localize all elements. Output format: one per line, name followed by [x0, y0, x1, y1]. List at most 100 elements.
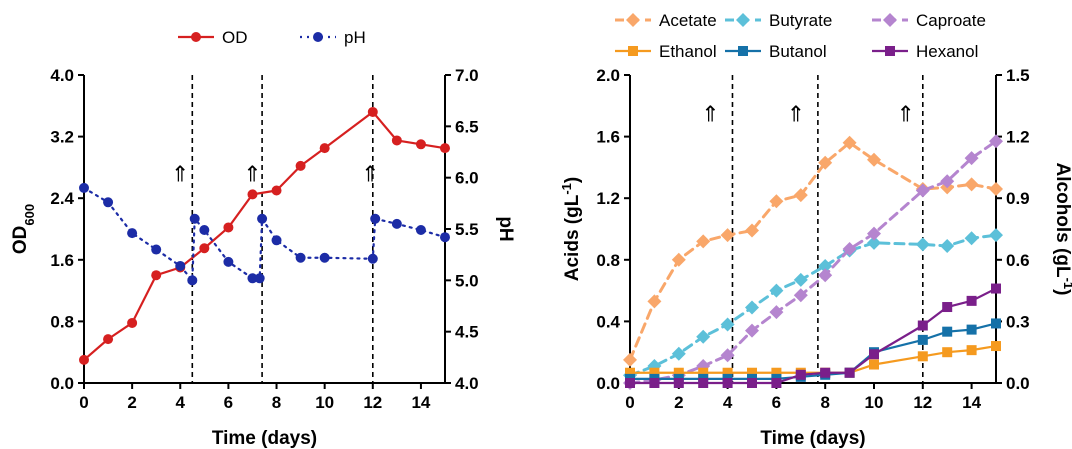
right-y-axis-title-sup: -1 [1062, 278, 1072, 290]
data-point-hexanol [771, 378, 782, 388]
legend-item-butanol: Butanol [725, 42, 827, 61]
data-point-ph [127, 228, 138, 239]
legend-item-butyrate: Butyrate [725, 11, 832, 30]
feeding-arrow: ⇑ [787, 103, 805, 128]
series-line-od [82, 110, 447, 361]
x-axis-title: Time (days) [212, 428, 317, 449]
left-y-tick-label: 3.2 [50, 128, 74, 147]
right-y-axis-title-main: pH [495, 216, 516, 241]
right-y-tick-label: 0.0 [1006, 374, 1030, 393]
legend-label-butanol: Butanol [769, 42, 827, 61]
data-point-hexanol [991, 283, 1001, 294]
left-y-axis-title-main: OD [10, 226, 31, 255]
left-y-tick-label: 1.2 [596, 189, 620, 208]
data-point-ph [271, 235, 282, 246]
legend-item-ph: pH [300, 28, 366, 47]
data-point-hexanol [942, 302, 953, 313]
data-point-butyrate [793, 272, 808, 287]
data-point-acetate [647, 294, 662, 309]
right-y-tick-label: 6.0 [455, 169, 479, 188]
feeding-arrow: ⇑ [243, 163, 261, 188]
data-point-butyrate [745, 300, 759, 315]
data-point-acetate [867, 152, 881, 167]
data-point-ethanol [771, 367, 782, 378]
x-tick-label: 14 [962, 393, 981, 412]
right-y-tick-label: 6.5 [455, 117, 479, 136]
left-y-tick-label: 0.8 [50, 312, 74, 331]
data-point-caproate [745, 323, 759, 338]
left-y-tick-label: 1.6 [596, 128, 620, 147]
data-point-ph [367, 253, 378, 264]
x-tick-label: 10 [865, 393, 884, 412]
data-point-ph [189, 213, 200, 224]
data-point-ethanol [625, 367, 635, 378]
left-y-tick-label: 0.0 [596, 374, 620, 393]
right-y-tick-label: 5.0 [455, 271, 479, 290]
data-point-butyrate [940, 238, 955, 253]
right-y-tick-label: 0.9 [1006, 189, 1030, 208]
right-y-tick-label: 1.5 [1006, 66, 1030, 85]
series-line-ph [82, 186, 447, 282]
data-point-od [199, 243, 210, 254]
legend-marker-ethanol [628, 46, 638, 56]
left-y-axis-title-sup: -1 [559, 183, 574, 195]
data-point-od [103, 334, 114, 345]
series-ethanol [625, 341, 1001, 378]
x-axis-title: Time (days) [760, 428, 865, 449]
data-point-caproate [867, 226, 881, 241]
legend-marker-butanol [738, 46, 748, 56]
left-y-axis-title: OD600 [10, 204, 37, 254]
data-point-ph [319, 252, 330, 263]
data-point-butyrate [671, 346, 686, 361]
right-y-tick-label: 7.0 [455, 66, 479, 85]
x-tick-label: 2 [674, 393, 683, 412]
left-y-axis-title-close: ) [562, 177, 583, 183]
data-point-butanol [942, 326, 953, 337]
feeding-arrow: ⇑ [171, 163, 189, 188]
panel-acids-alcohols: 0 2 4 6 8 10 12 14 Time (days) 0.0 0.4 0.8 1.2 1.6 2.0… [559, 11, 1072, 449]
left-y-tick-label: 1.6 [50, 251, 74, 270]
legend-marker-caproate [883, 13, 897, 27]
data-point-od [151, 270, 162, 281]
data-point-hexanol [869, 349, 879, 360]
data-point-hexanol [722, 378, 733, 388]
x-tick-label: 12 [363, 393, 382, 412]
data-point-hexanol [698, 378, 709, 388]
data-point-od [319, 143, 330, 154]
data-point-acetate [745, 223, 759, 238]
data-point-caproate [989, 134, 1003, 149]
data-point-od [79, 354, 89, 365]
legend-item-hexanol: Hexanol [872, 42, 978, 61]
data-point-butanol [966, 324, 977, 335]
x-tick-label: 4 [176, 393, 186, 412]
data-point-ph [79, 182, 89, 193]
data-point-ethanol [869, 359, 879, 370]
data-point-caproate [720, 348, 735, 363]
right-y-axis-title: Alcohols (gL-1) [1052, 163, 1072, 296]
x-tick-label: 0 [625, 393, 634, 412]
data-point-hexanol [747, 378, 757, 388]
data-point-caproate [940, 174, 955, 189]
data-point-ph [440, 232, 450, 243]
data-point-acetate [818, 155, 833, 170]
right-y-tick-label: 5.5 [455, 220, 479, 239]
feeding-arrow: ⇑ [361, 163, 379, 188]
data-point-ethanol [722, 367, 733, 378]
data-point-hexanol [625, 378, 635, 388]
data-point-acetate [793, 188, 808, 203]
series-line-hexanol [628, 287, 998, 385]
legend-marker-hexanol [885, 46, 895, 56]
x-tick-label: 8 [820, 393, 829, 412]
data-point-ph [254, 273, 265, 284]
right-y-tick-label: 4.5 [455, 323, 479, 342]
series-acetate [623, 135, 1003, 367]
data-point-ph [257, 213, 268, 224]
x-tick-label: 4 [723, 393, 733, 412]
data-point-ethanol [942, 347, 953, 358]
legend-label-ethanol: Ethanol [659, 42, 717, 61]
x-tick-label: 2 [127, 393, 136, 412]
data-point-ph [151, 244, 162, 255]
data-point-acetate [989, 181, 1003, 196]
data-point-hexanol [820, 367, 831, 378]
